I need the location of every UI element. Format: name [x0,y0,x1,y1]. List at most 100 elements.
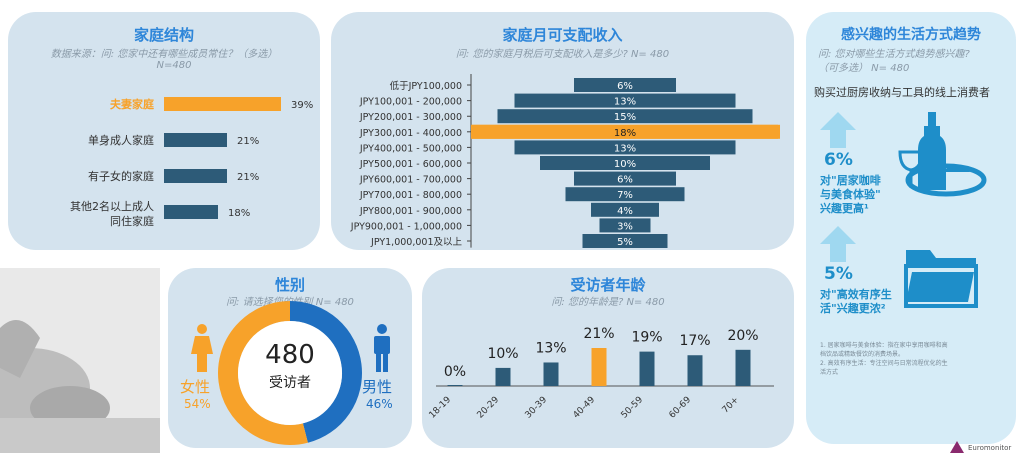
income-bar [497,109,753,124]
income-value-label: 3% [617,221,633,232]
age-value-label: 10% [487,346,518,362]
income-category-label: JPY900,001 - 1,000,000 [350,221,462,232]
household-panel: 家庭结构 数据来源：问: 您家中还有哪些成员常住？（多选） N=480 39% 夫… [8,12,320,250]
age-value-label: 20% [727,328,758,344]
note-2a: 2. 高效有序生活：专注空间与日常流程优化的生 [820,360,948,367]
age-bar [735,349,751,386]
age-category-label: 70+ [721,395,742,416]
note-1b: 档饮品或精致餐饮的消费场景。 [820,351,905,358]
household-category-label: 有子女的家庭 [88,169,154,183]
income-category-label: JPY300,001 - 400,000 [359,128,462,139]
wine-food-icon [898,112,987,197]
income-value-label: 5% [617,237,633,248]
household-category-label: 夫妻家庭 [110,97,154,111]
age-category-label: 18-19 [428,395,454,421]
background-photo [0,268,160,453]
income-value-label: 15% [614,112,636,123]
income-value-label: 6% [617,81,633,92]
item2-pct: 5% [824,264,853,284]
age-chart: 0% 18-19 10% 20-29 13% 30-39 21% 40-49 19% 50-59 1… [428,326,774,421]
income-bar [540,156,710,170]
item1-line2: 与美食体验" [820,188,881,201]
male-label: 男性 [362,378,393,396]
item1-line1: 对"居家咖啡 [820,174,881,187]
lifestyle-subtitle-1: 问: 您对哪些生活方式趋势感兴趣? [818,49,970,60]
age-bar [495,367,511,386]
lifestyle-heading: 购买过厨房收纳与工具的线上消费者 [814,86,990,99]
age-category-label: 60-69 [668,395,694,421]
age-bar [447,385,463,386]
household-value-label: 21% [237,136,259,147]
income-panel: 家庭月可支配收入 问: 您的家庭月税后可支配收入是多少? N= 480 低于JP… [331,12,794,250]
household-title: 家庭结构 [133,26,194,44]
male-icon [374,324,390,372]
income-category-label: JPY1,000,001及以上 [370,237,462,248]
logo-text: Euromonitor [968,444,1012,452]
male-pct: 46% [366,397,393,411]
item1-pct: 6% [824,150,853,170]
donut-hole [238,321,342,425]
up-arrow-icon [820,226,856,262]
age-category-label: 20-29 [476,395,502,421]
age-value-label: 17% [679,333,710,349]
income-value-label: 13% [614,143,636,154]
household-bar [164,169,227,183]
household-bar [164,133,227,147]
income-category-label: JPY500,001 - 600,000 [359,159,462,170]
age-subtitle: 问: 您的年龄是? N= 480 [551,297,665,308]
household-category-label: 单身成人家庭 [88,133,154,147]
income-category-label: JPY400,001 - 500,000 [359,143,462,154]
income-value-label: 7% [617,190,633,201]
item2-line2: 活"兴趣更浓² [820,302,886,315]
income-bar [472,124,778,139]
age-panel: 受访者年龄 问: 您的年龄是? N= 480 0% 18-19 10% 20-29 13… [422,268,794,448]
income-bar [565,187,685,202]
income-bar [582,234,668,248]
household-bar [164,205,218,219]
female-label: 女性 [180,378,211,396]
household-category-label: 其他2名以上成人 [70,199,154,213]
income-value-label: 6% [617,175,633,186]
age-category-label: 50-59 [620,395,646,421]
euromonitor-logo-icon [950,441,964,453]
item1-line3: 兴趣更高¹ [820,202,869,215]
household-category-label: 同住家庭 [110,214,154,228]
income-chart: 低于JPY100,000 6% JPY100,001 - 200,000 13% JPY… [350,74,780,248]
item2-line1: 对"高效有序生 [820,288,892,301]
household-value-label: 39% [291,100,313,111]
lifestyle-panel: 感兴趣的生活方式趋势 问: 您对哪些生活方式趋势感兴趣? （可多选） N= 48… [806,12,1016,444]
gender-panel: 性别 问: 请选择您的性别 N= 480 480 受访者 女性 54% 男性 4… [168,268,412,448]
age-bar [591,348,607,386]
household-value-label: 21% [237,172,259,183]
income-category-label: JPY800,001 - 900,000 [359,206,462,217]
income-category-label: JPY100,001 - 200,000 [359,97,462,108]
female-pct: 54% [184,397,211,411]
income-category-label: JPY600,001 - 700,000 [359,175,462,186]
age-value-label: 0% [444,364,466,380]
income-value-label: 10% [614,159,636,170]
income-subtitle: 问: 您的家庭月税后可支配收入是多少? N= 480 [455,49,670,60]
income-bar [599,218,651,233]
age-bar [639,351,655,386]
income-bar [591,202,659,217]
age-value-label: 13% [535,340,566,356]
donut-center-number: 480 [265,340,315,370]
up-arrow-icon [820,112,856,148]
income-category-label: JPY200,001 - 300,000 [359,112,462,123]
income-category-label: JPY700,001 - 800,000 [359,190,462,201]
gender-donut [218,301,362,445]
folder-icon [904,250,978,308]
income-title: 家庭月可支配收入 [502,26,623,44]
lifestyle-title: 感兴趣的生活方式趋势 [841,27,981,43]
age-category-label: 40-49 [572,395,598,421]
note-2b: 活方式 [820,369,839,376]
household-bar [164,97,281,111]
donut-center-label: 受访者 [269,375,311,391]
income-value-label: 18% [614,128,636,139]
donut-slice [289,301,362,443]
gender-title: 性别 [274,276,305,294]
household-subtitle: 数据来源：问: 您家中还有哪些成员常住？（多选） [50,49,278,60]
income-bar [574,78,676,92]
income-value-label: 4% [617,206,633,217]
age-category-label: 30-39 [524,395,550,421]
